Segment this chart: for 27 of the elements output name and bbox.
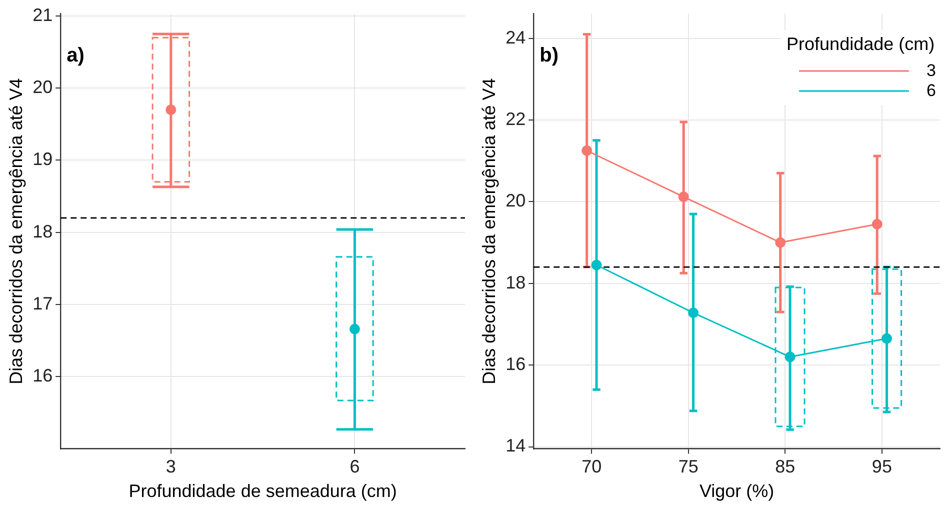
y-tick-label: 14 — [506, 436, 526, 456]
y-tick-label: 24 — [506, 27, 526, 48]
y-tick-label: 16 — [506, 354, 526, 374]
y-tick-label: 18 — [32, 221, 53, 242]
x-tick-label: 3 — [166, 456, 176, 477]
annotation: a) — [66, 44, 84, 66]
y-tick-label: 20 — [32, 77, 53, 98]
x-tick-label: 70 — [582, 456, 602, 477]
y-tick-label: 22 — [506, 108, 526, 129]
x-tick-label: 6 — [350, 456, 360, 477]
text: 6 — [926, 81, 936, 101]
y-axis-title: Dias decorridos da emergência até V4 — [6, 78, 26, 384]
y-tick-label: 20 — [506, 190, 526, 211]
y-axis-title: Dias decorridos da emergência até V4 — [478, 78, 499, 384]
x-axis-title: Vigor (%) — [699, 481, 774, 502]
y-tick-label: 18 — [506, 272, 526, 292]
y-tick-label: 17 — [32, 293, 53, 314]
legend-title: Profundidade (cm) — [786, 34, 936, 55]
x-tick-label: 75 — [678, 456, 698, 477]
text: 3 — [926, 61, 936, 81]
x-axis-title: Profundidade de semeadura (cm) — [128, 481, 397, 502]
y-tick-label: 16 — [32, 366, 53, 386]
x-tick-label: 95 — [872, 456, 892, 477]
annotation: b) — [540, 44, 559, 66]
y-tick-label: 21 — [32, 4, 53, 25]
x-tick-label: 85 — [775, 456, 796, 477]
y-tick-label: 19 — [32, 149, 53, 170]
